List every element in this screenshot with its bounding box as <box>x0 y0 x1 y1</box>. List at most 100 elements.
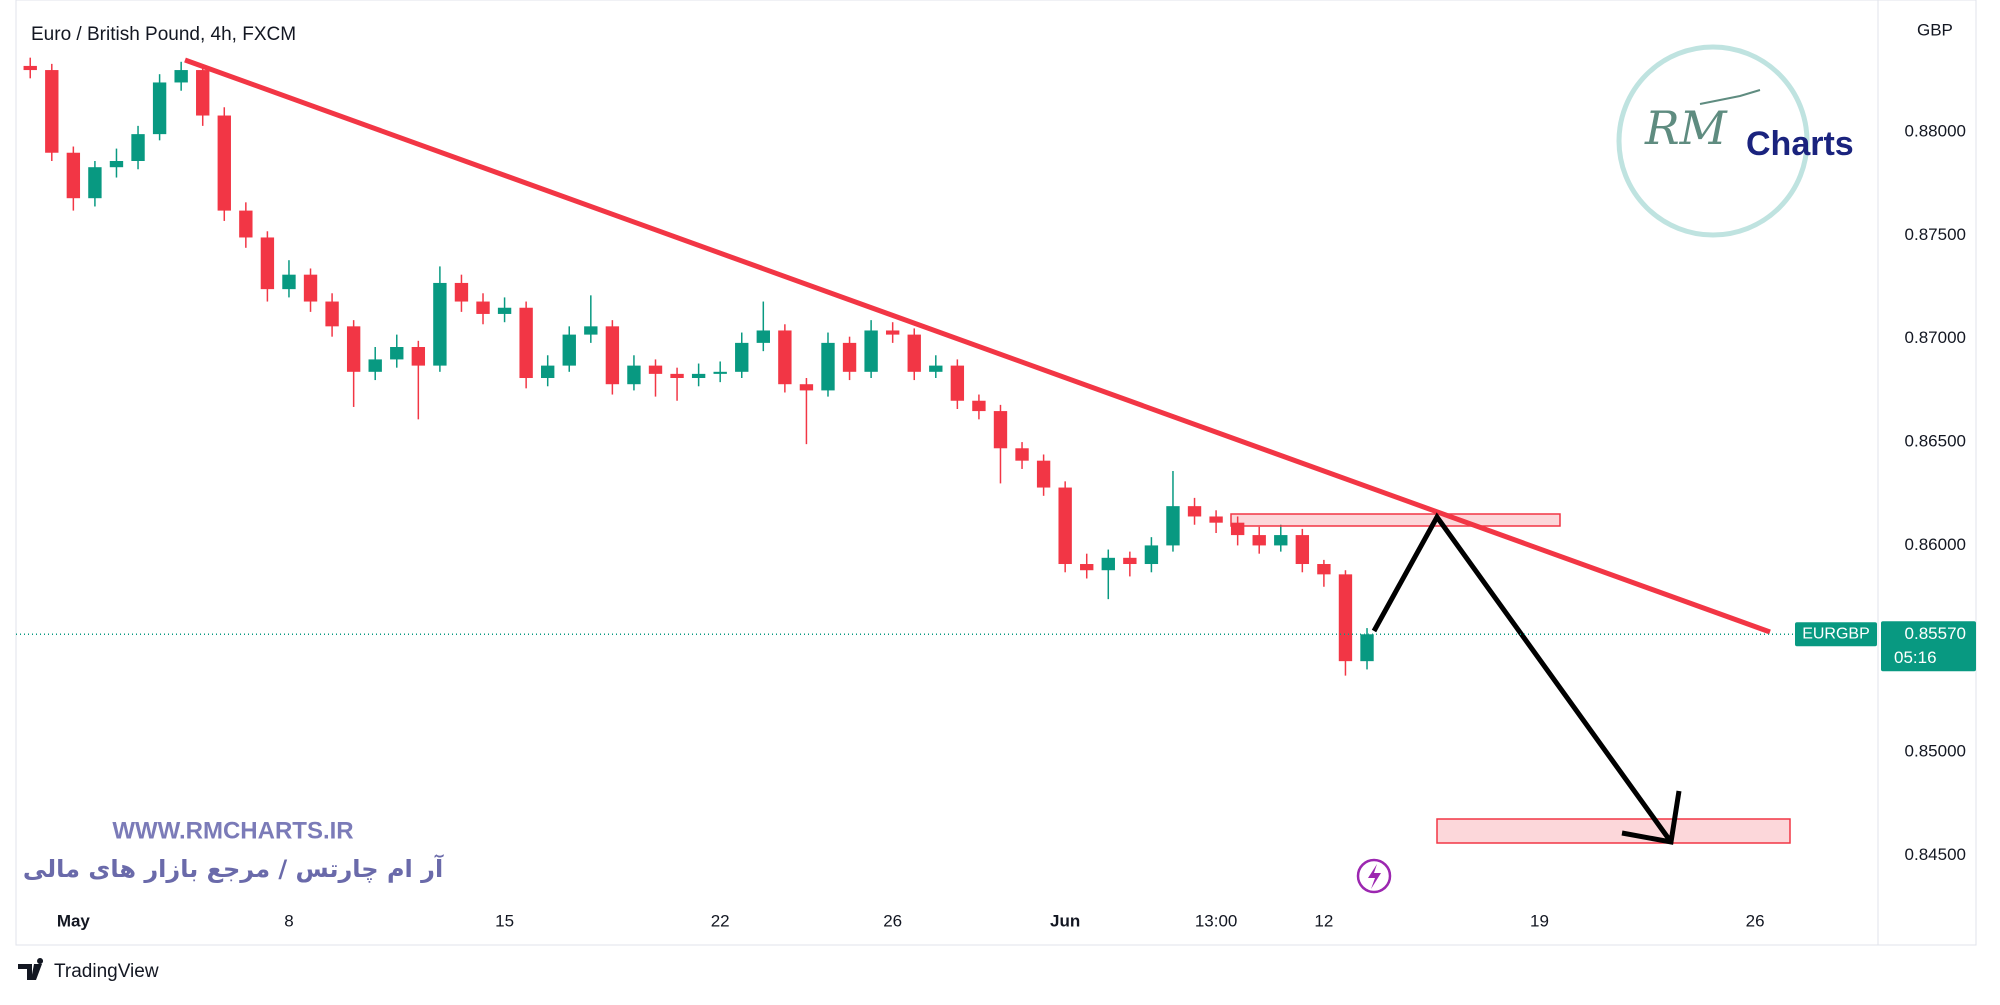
x-tick-label: 26 <box>883 911 902 930</box>
candle-body <box>282 274 296 290</box>
candle-body <box>799 384 814 391</box>
candle-body <box>1123 557 1137 565</box>
x-tick-label: 22 <box>711 911 730 930</box>
candle-body <box>1144 545 1159 565</box>
candle-body <box>45 70 59 153</box>
candle-body <box>1101 557 1115 571</box>
candle-body <box>390 347 404 360</box>
candle-body <box>1080 564 1094 571</box>
target-zone <box>1436 818 1791 844</box>
candle-body <box>713 371 727 374</box>
candle-body <box>239 210 253 238</box>
watermark-tagline: آر ام چارتس / مرجع بازار های مالی <box>23 854 444 883</box>
candle-body <box>670 373 684 379</box>
y-tick-label: 0.87000 <box>1905 328 1966 347</box>
watermark-url: WWW.RMCHARTS.IR <box>112 817 353 844</box>
candle-body <box>842 342 857 372</box>
candle-body <box>346 326 361 372</box>
candle-body <box>368 359 382 372</box>
candle-body <box>864 330 878 372</box>
candle-body <box>519 307 533 379</box>
candle-body <box>778 330 792 385</box>
candle-body <box>950 365 965 401</box>
candle-body <box>1317 564 1331 575</box>
logo-text: Charts <box>1746 125 1854 163</box>
candle-body <box>131 134 145 162</box>
y-tick-label: 0.86500 <box>1905 432 1966 451</box>
candle-body <box>109 161 124 168</box>
candle-body <box>1338 574 1353 662</box>
candle-body <box>993 411 1008 449</box>
candle-body <box>23 65 37 71</box>
x-tick-label: 13:00 <box>1195 911 1238 930</box>
symbol-label: EURGBP <box>1802 626 1870 643</box>
logo: RM Charts <box>1616 44 1854 238</box>
y-tick-label: 0.87500 <box>1905 225 1966 244</box>
chart-frame <box>15 0 1977 946</box>
candle-body <box>691 373 706 379</box>
countdown-label: 05:16 <box>1894 648 1937 667</box>
event-icon[interactable] <box>1356 858 1392 894</box>
candle-body <box>217 115 231 211</box>
resistance-zone <box>1230 513 1561 527</box>
candle-body <box>1015 448 1029 461</box>
candle-body <box>66 152 81 199</box>
x-tick-label: 12 <box>1314 911 1333 930</box>
candle-body <box>1252 535 1266 546</box>
currency-label: GBP <box>1917 20 1953 39</box>
candle-body <box>411 347 426 366</box>
candle-body <box>562 334 576 366</box>
candle-body <box>648 365 663 374</box>
candle-body <box>735 342 749 372</box>
trend-line <box>184 57 1771 635</box>
candle-body <box>584 326 598 335</box>
x-tick-label: May <box>57 911 91 930</box>
candle-body <box>260 237 275 290</box>
price-tag <box>1881 621 1976 672</box>
candle-body <box>88 167 102 199</box>
candle-body <box>152 82 167 135</box>
y-tick-label: 0.85000 <box>1905 742 1966 761</box>
logo-swoosh <box>1699 89 1761 105</box>
candle-body <box>1036 460 1051 488</box>
plot <box>23 57 1374 676</box>
candle-body <box>303 274 318 302</box>
candle-body <box>1360 634 1374 662</box>
x-tick-label: 8 <box>284 911 293 930</box>
candle-body <box>541 365 555 379</box>
last-price-label: 0.85570 <box>1905 624 1966 643</box>
candle-body <box>972 400 986 412</box>
candle-body <box>1187 506 1202 517</box>
tv-icon <box>18 958 44 980</box>
candle-body <box>821 342 835 391</box>
y-tick-label: 0.84500 <box>1905 845 1966 864</box>
candle-body <box>929 365 943 372</box>
candle-body <box>1058 487 1072 565</box>
candle-body <box>1295 535 1310 565</box>
candle-body <box>196 70 210 116</box>
candle-body <box>1166 506 1180 546</box>
candle-body <box>885 330 900 335</box>
candle-body <box>497 307 512 314</box>
candle-body <box>627 365 641 385</box>
arrow-head <box>1621 790 1682 845</box>
candle-body <box>174 70 188 83</box>
y-tick-label: 0.88000 <box>1905 122 1966 141</box>
candle-body <box>756 330 770 343</box>
candle-body <box>605 326 620 385</box>
candle-body <box>1274 535 1288 546</box>
projection-arrow <box>1371 512 1674 844</box>
candle-body <box>1209 516 1223 523</box>
footer-text: TradingView <box>54 961 159 982</box>
logo-ring <box>1616 44 1810 238</box>
x-tick-label: 15 <box>495 911 514 930</box>
x-tick-label: 19 <box>1530 911 1549 930</box>
y-tick-label: 0.86000 <box>1905 535 1966 554</box>
chart-title: Euro / British Pound, 4h, FXCM <box>31 24 296 45</box>
candle-body <box>907 334 921 372</box>
candle-body <box>476 301 490 314</box>
x-tick-label: Jun <box>1050 911 1080 930</box>
candle-body <box>433 282 447 366</box>
